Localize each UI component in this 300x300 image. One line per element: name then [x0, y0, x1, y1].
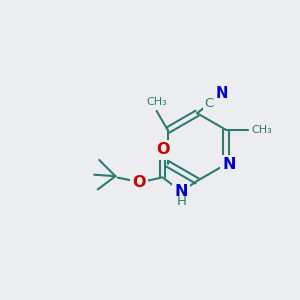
Text: CH₃: CH₃	[146, 97, 167, 107]
Text: O: O	[132, 175, 146, 190]
Text: N: N	[216, 86, 228, 101]
Text: N: N	[175, 184, 188, 199]
Text: C: C	[205, 97, 214, 110]
Text: O: O	[156, 142, 169, 158]
Text: N: N	[222, 157, 236, 172]
Text: CH₃: CH₃	[251, 125, 272, 135]
Text: H: H	[177, 195, 187, 208]
